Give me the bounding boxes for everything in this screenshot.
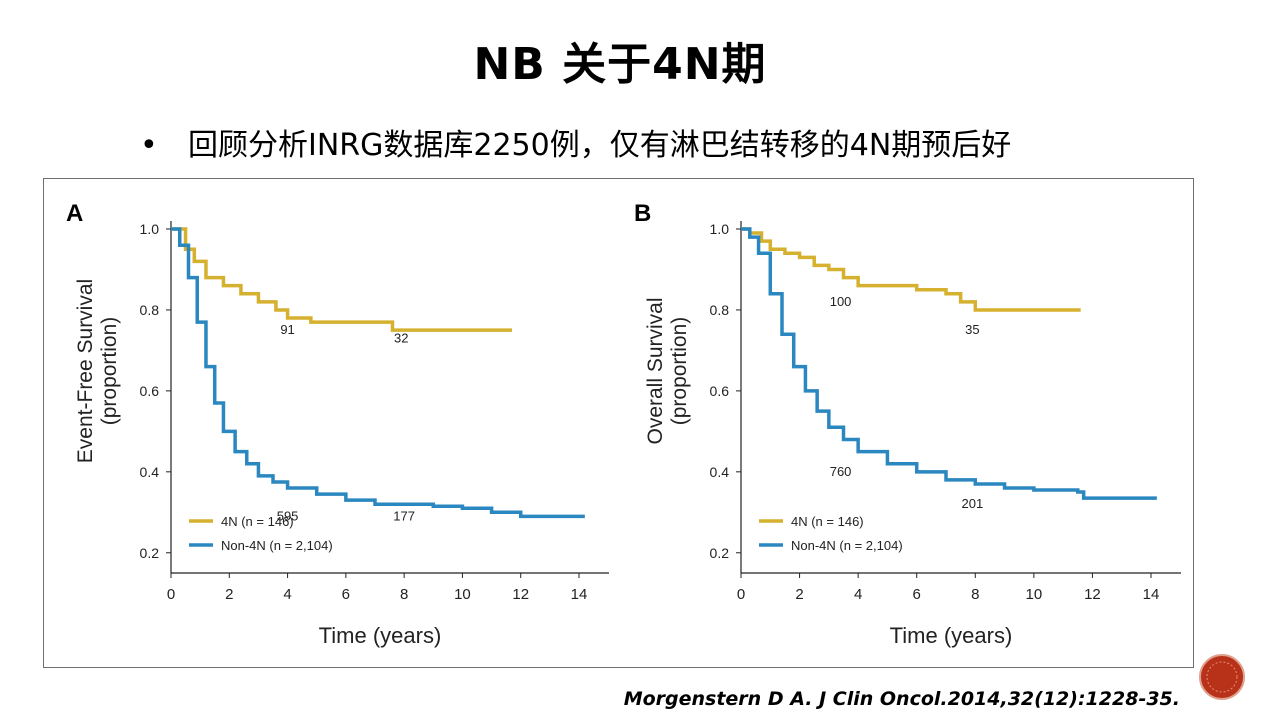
chart-panel-a: A 1.0 0.8 0.6 0.4 0.2 0 2 4 6 8 10 12 14 Event-Free Su… (66, 200, 609, 648)
series-line-4n (741, 227, 1081, 312)
x-tick-label: 10 (1026, 586, 1043, 603)
y-tick-label: 1.0 (710, 221, 730, 237)
x-axis-label: Time (years) (319, 623, 442, 648)
x-tick-label: 8 (400, 586, 408, 603)
y-axis-label-unit: (proportion) (98, 317, 121, 426)
panel-label: B (634, 200, 651, 227)
series-line-non-4n (171, 227, 585, 519)
y-tick-label: 0.8 (710, 302, 730, 318)
x-tick-label: 4 (854, 586, 862, 603)
chart-panel-b: B 1.0 0.8 0.6 0.4 0.2 0 2 4 6 8 10 12 14 Overall Survi… (634, 200, 1181, 648)
legend-label: 4N (n = 146) (221, 514, 294, 529)
y-tick-label: 0.4 (710, 464, 730, 480)
series-line-4n (171, 227, 512, 332)
y-tick-label: 0.4 (140, 464, 160, 480)
x-tick-label: 14 (1143, 586, 1160, 603)
x-tick-label: 4 (283, 586, 291, 603)
x-tick-label: 8 (971, 586, 979, 603)
y-tick-label: 0.6 (710, 383, 730, 399)
at-risk-label: 100 (830, 294, 852, 309)
bullet-text: 回顾分析INRG数据库2250例，仅有淋巴结转移的4N期预后好 (188, 128, 1012, 163)
decorative-circle-icon (1199, 654, 1245, 700)
x-tick-label: 2 (795, 586, 803, 603)
slide-title: NB 关于4N期 (473, 39, 767, 90)
legend-label: Non-4N (n = 2,104) (221, 538, 333, 553)
at-risk-label: 595 (277, 508, 299, 523)
bullet-marker: • (140, 128, 158, 163)
at-risk-label: 760 (830, 464, 852, 479)
panel-label: A (66, 200, 83, 227)
x-tick-label: 2 (225, 586, 233, 603)
y-tick-label: 0.2 (710, 545, 730, 561)
y-axis-label: Event-Free Survival (74, 279, 97, 463)
x-tick-label: 6 (913, 586, 921, 603)
citation: Morgenstern D A. J Clin Oncol.2014,32(12… (623, 688, 1180, 710)
at-risk-label: 32 (394, 330, 408, 345)
bullet-item: • 回顾分析INRG数据库2250例，仅有淋巴结转移的4N期预后好 (140, 120, 1011, 164)
x-axis-label: Time (years) (890, 623, 1013, 648)
at-risk-label: 91 (280, 322, 294, 337)
y-tick-label: 0.2 (140, 545, 160, 561)
y-tick-label: 1.0 (140, 221, 160, 237)
survival-charts-svg: A 1.0 0.8 0.6 0.4 0.2 0 2 4 6 8 10 12 14 Event-Free Su… (66, 200, 1181, 648)
x-tick-label: 12 (1084, 586, 1101, 603)
survival-figure: A 1.0 0.8 0.6 0.4 0.2 0 2 4 6 8 10 12 14 Event-Free Su… (43, 178, 1194, 668)
x-tick-label: 0 (737, 586, 745, 603)
y-tick-label: 0.8 (140, 302, 160, 318)
series-line-non-4n (741, 227, 1157, 500)
at-risk-label: 201 (962, 496, 984, 511)
x-tick-label: 14 (571, 586, 588, 603)
y-axis-label: Overall Survival (644, 297, 667, 444)
legend-label: 4N (n = 146) (791, 514, 864, 529)
at-risk-label: 177 (393, 508, 415, 523)
y-tick-label: 0.6 (140, 383, 160, 399)
legend-label: Non-4N (n = 2,104) (791, 538, 903, 553)
x-tick-label: 6 (342, 586, 350, 603)
x-tick-label: 12 (512, 586, 529, 603)
at-risk-label: 35 (965, 322, 979, 337)
x-tick-label: 0 (167, 586, 175, 603)
y-axis-label-unit: (proportion) (668, 317, 691, 426)
x-tick-label: 10 (454, 586, 471, 603)
